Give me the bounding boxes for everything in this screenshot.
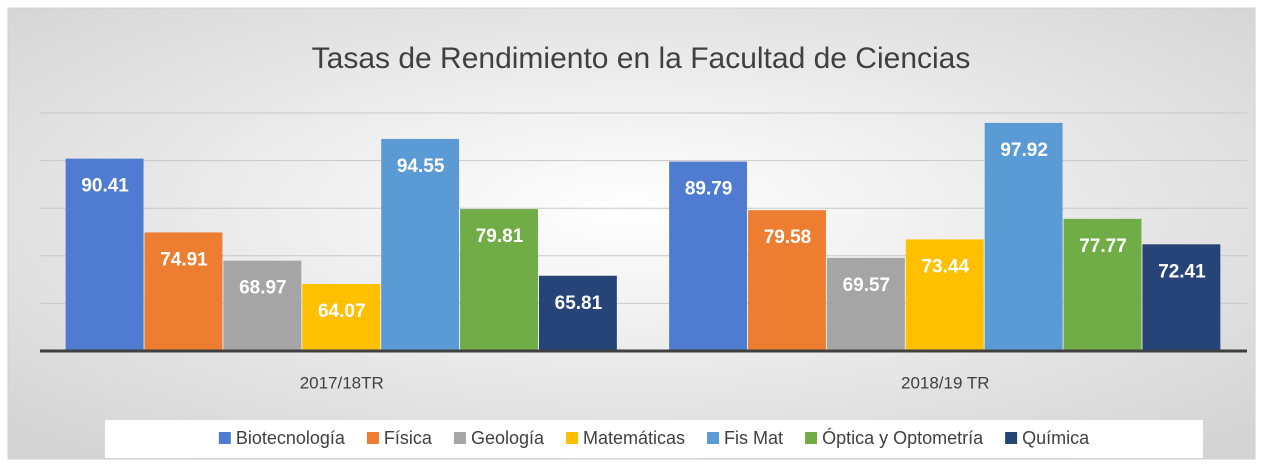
data-label: 89.79 (685, 179, 733, 200)
legend-swatch (366, 432, 379, 444)
legend-swatch (453, 432, 466, 444)
bar (905, 239, 984, 351)
legend-swatch (566, 432, 579, 444)
legend-label: Geología (471, 428, 545, 448)
bar (302, 284, 381, 351)
bar (223, 260, 302, 351)
legend-swatch (707, 432, 720, 444)
legend-label: Óptica y Optometría (822, 427, 984, 448)
legend-label: Fis Mat (724, 428, 783, 448)
legend-label: Química (1022, 428, 1090, 448)
data-label: 90.41 (81, 176, 129, 197)
bar (65, 158, 144, 351)
data-label: 74.91 (160, 249, 208, 270)
bar (1063, 218, 1142, 351)
legend-swatch (805, 432, 818, 444)
data-label: 97.92 (1000, 140, 1048, 161)
bar (669, 161, 748, 351)
data-label: 79.81 (476, 226, 524, 247)
bar (460, 209, 538, 351)
x-tick-label: 2018/19 TR (901, 373, 990, 392)
data-label: 94.55 (397, 156, 445, 177)
bar (381, 138, 460, 351)
data-label: 64.07 (318, 301, 366, 322)
data-label: 69.57 (843, 275, 891, 296)
legend-swatch (218, 432, 231, 444)
x-tick-label: 2017/18TR (300, 373, 384, 392)
data-label: 79.58 (764, 227, 812, 248)
data-label: 68.97 (239, 278, 287, 299)
data-label: 72.41 (1158, 261, 1206, 282)
chart-title: Tasas de Rendimiento en la Facultad de C… (312, 42, 971, 75)
legend-box (105, 420, 1203, 458)
data-label: 77.77 (1079, 236, 1127, 257)
bar (1142, 244, 1221, 351)
bar (984, 122, 1063, 351)
data-label: 73.44 (921, 256, 969, 277)
bar (826, 257, 905, 351)
legend-label: Biotecnología (236, 428, 346, 448)
bar (748, 210, 826, 351)
legend-label: Física (384, 428, 433, 448)
bar (538, 275, 617, 351)
data-label: 65.81 (555, 293, 603, 314)
legend-label: Matemáticas (583, 428, 685, 448)
legend-swatch (1005, 432, 1018, 444)
bar (144, 232, 223, 351)
